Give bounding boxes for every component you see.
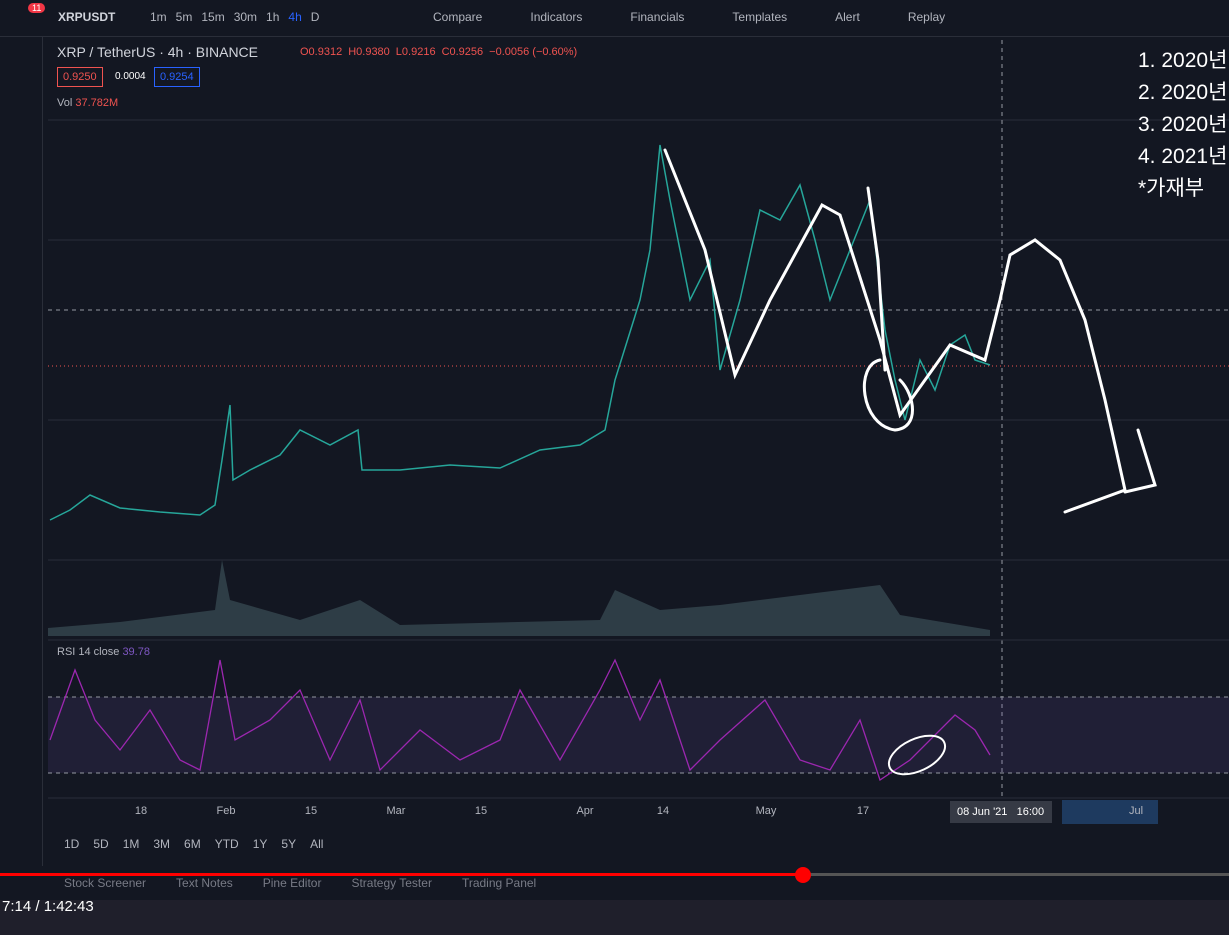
x-tick-label: 17: [856, 805, 870, 817]
range-button[interactable]: 5Y: [281, 837, 297, 851]
top-toolbar: [0, 0, 1229, 37]
ohlc: O0.9312 H0.9380 L0.9216 C0.9256 −0.0056 (−0.…: [300, 46, 577, 58]
tab[interactable]: Stock Screener: [64, 876, 147, 890]
x-tick-label: Feb: [216, 805, 236, 817]
toolbar-button[interactable]: Alert: [835, 10, 860, 24]
rsi-label: RSI 14 close: [57, 646, 120, 658]
interval[interactable]: 15m: [201, 10, 225, 24]
range-button[interactable]: 1D: [64, 837, 80, 851]
intervals: 1m 5m 15m 30m 1h 4h D: [150, 10, 319, 24]
symbol[interactable]: XRPUSDT: [58, 10, 116, 24]
note: 2. 2020년: [1138, 81, 1228, 104]
range-button[interactable]: YTD: [214, 837, 239, 851]
toolbar-buttons: Compare Indicators Financials Templates Aler…: [433, 10, 945, 24]
range-button[interactable]: 6M: [184, 837, 201, 851]
range-button[interactable]: 3M: [153, 837, 171, 851]
ohlc-value: C0.9256: [441, 46, 484, 58]
ohlc-value: O0.9312: [300, 46, 343, 58]
note: 3. 2020년: [1138, 113, 1228, 136]
x-tick-label: Jul: [1128, 805, 1144, 817]
annotation-drawings: [663, 148, 1157, 776]
badge: 11: [28, 3, 46, 13]
axis-highlight: [1062, 800, 1158, 824]
x-tick-label: 15: [474, 805, 488, 817]
volume-area: [48, 560, 990, 636]
crosshair-label-bg: [950, 801, 1052, 823]
toolbar-button[interactable]: Indicators: [530, 10, 583, 24]
interval[interactable]: 1m: [150, 10, 167, 24]
x-axis: 18 Feb 15 Mar 15 Apr 14 May 17 Jul: [0, 805, 1229, 821]
price-series: [49, 144, 991, 521]
legend-title: XRP / TetherUS · 4h · BINANCE: [57, 44, 258, 60]
change: −0.0056 (−0.60%): [489, 46, 578, 58]
ohlc-value: L0.9216: [395, 46, 436, 58]
tab[interactable]: Trading Panel: [461, 876, 537, 890]
toolbar-button[interactable]: Replay: [907, 10, 946, 24]
vol: Vol: [57, 97, 73, 109]
grid: [48, 119, 1229, 561]
vol-value: 37.782M: [75, 97, 119, 109]
ohlc-value: H0.9380: [348, 46, 390, 58]
notes: 1. 2020년 2. 2020년 3. 2020년 4. 2021년 *가재부: [1138, 45, 1229, 205]
note: 1. 2020년: [1138, 49, 1228, 72]
note: *가재부: [1138, 177, 1205, 200]
range-button[interactable]: All: [310, 837, 324, 851]
x-tick-label: Apr: [576, 805, 594, 817]
interval[interactable]: 30m: [233, 10, 258, 24]
x-tick-label: 15: [304, 805, 318, 817]
range-button[interactable]: 5D: [93, 837, 109, 851]
toolbar-button[interactable]: Financials: [630, 10, 685, 24]
range-button[interactable]: 1Y: [252, 837, 268, 851]
rsi-band: [48, 697, 1229, 773]
left-toolbar: [0, 36, 43, 866]
note: 4. 2021년: [1138, 145, 1228, 168]
tab[interactable]: Text Notes: [176, 876, 233, 890]
tab[interactable]: Pine Editor: [262, 876, 322, 890]
toolbar-button[interactable]: Compare: [433, 10, 483, 24]
interval[interactable]: D: [310, 10, 320, 24]
ranges: 1D 5D 1M 3M 6M YTD 1Y 5Y All: [64, 837, 323, 851]
progress-thumb[interactable]: [795, 867, 811, 883]
x-tick-label: 14: [656, 805, 670, 817]
tab[interactable]: Strategy Tester: [351, 876, 432, 890]
crosshair-label: 08 Jun '21 16:00: [957, 806, 1045, 818]
video-time: 7:14 / 1:42:43: [2, 898, 94, 915]
x-tick-label: 18: [134, 805, 148, 817]
rsi-legend: RSI 14 close 39.78: [57, 646, 150, 658]
rsi-value: 39.78: [122, 646, 150, 658]
interval[interactable]: 4h: [288, 10, 302, 24]
range-button[interactable]: 1M: [122, 837, 140, 851]
ask[interactable]: 0.9254: [154, 67, 200, 87]
bottom-tabs: Stock Screener Text Notes Pine Editor Strat…: [64, 876, 536, 890]
spread: 0.0004: [115, 71, 146, 82]
toolbar-button[interactable]: Templates: [732, 10, 788, 24]
interval[interactable]: 1h: [266, 10, 280, 24]
interval[interactable]: 5m: [175, 10, 193, 24]
rsi-line: [49, 658, 991, 782]
x-tick-label: Mar: [386, 805, 406, 817]
x-tick-label: May: [755, 805, 777, 817]
volume-label: Vol 37.782M: [57, 97, 118, 109]
progress-played: [0, 873, 803, 876]
taskbar: [0, 900, 1229, 935]
bid[interactable]: 0.9250: [57, 67, 103, 87]
